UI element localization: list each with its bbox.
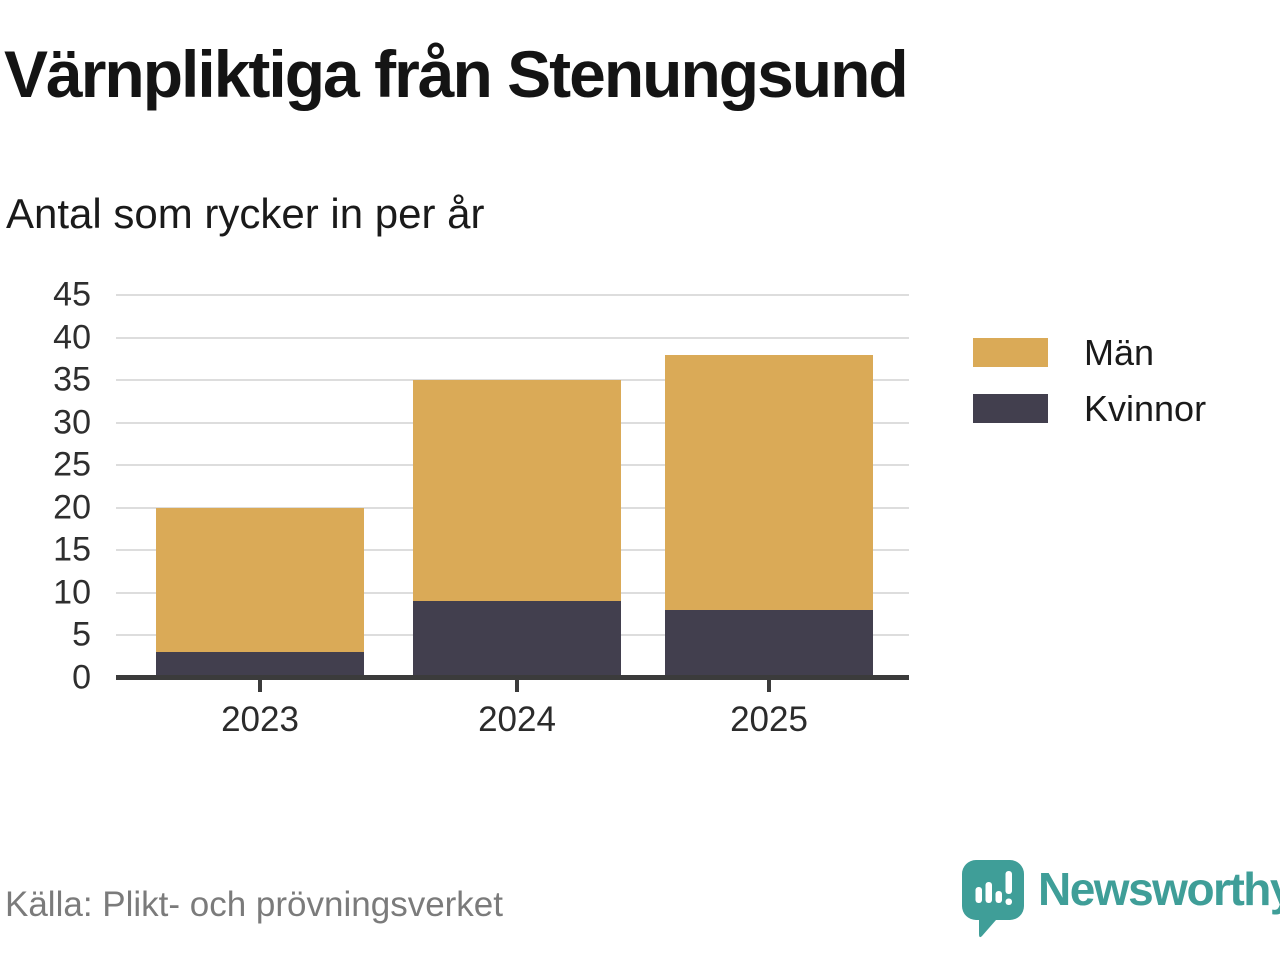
- y-tick-label: 20: [53, 488, 91, 527]
- legend-swatch-män: [973, 338, 1048, 367]
- bar-2024-kvinnor: [413, 601, 621, 678]
- legend: Män Kvinnor: [973, 332, 1206, 450]
- source-note: Källa: Plikt- och prövningsverket: [5, 885, 503, 924]
- y-tick-label: 30: [53, 403, 91, 442]
- gridline-y-45: [116, 294, 909, 296]
- plot-area: [116, 294, 909, 692]
- legend-label-kvinnor: Kvinnor: [1084, 387, 1207, 429]
- y-tick-label: 10: [53, 573, 91, 612]
- bar-2023-män: [156, 507, 364, 653]
- legend-item-män: Män: [973, 332, 1206, 373]
- chart-title: Värnpliktiga från Stenungsund: [4, 37, 909, 111]
- bar-2024-män: [413, 380, 621, 602]
- x-axis-line: [116, 675, 909, 680]
- y-tick-label: 40: [53, 318, 91, 357]
- x-tick-label-2025: 2025: [730, 700, 808, 739]
- brand-wordmark: Newsworthy: [1038, 863, 1280, 915]
- x-tick-label-2024: 2024: [478, 700, 556, 739]
- bar-2025-kvinnor: [665, 609, 873, 678]
- chart-subtitle: Antal som rycker in per år: [6, 190, 485, 237]
- y-tick-label: 35: [53, 360, 91, 399]
- gridline-y-35: [116, 379, 909, 382]
- bar-chart-speech-bubble-icon: [962, 860, 1024, 938]
- legend-swatch-kvinnor: [973, 394, 1048, 423]
- x-tick-2023: [258, 678, 262, 692]
- newsworthy-logo: Newsworthy: [962, 860, 1280, 938]
- y-tick-label: 0: [72, 658, 91, 697]
- gridline-y-40: [116, 336, 909, 339]
- y-tick-label: 25: [53, 445, 91, 484]
- bar-2025-män: [665, 354, 873, 610]
- legend-label-män: Män: [1084, 331, 1155, 373]
- x-tick-2025: [767, 678, 771, 692]
- bar-2023-kvinnor: [156, 652, 364, 678]
- y-tick-label: 5: [72, 615, 91, 654]
- x-tick-label-2023: 2023: [221, 700, 299, 739]
- x-tick-2024: [515, 678, 519, 692]
- legend-item-kvinnor: Kvinnor: [973, 388, 1206, 429]
- y-tick-label: 15: [53, 530, 91, 569]
- y-tick-label: 45: [53, 275, 91, 314]
